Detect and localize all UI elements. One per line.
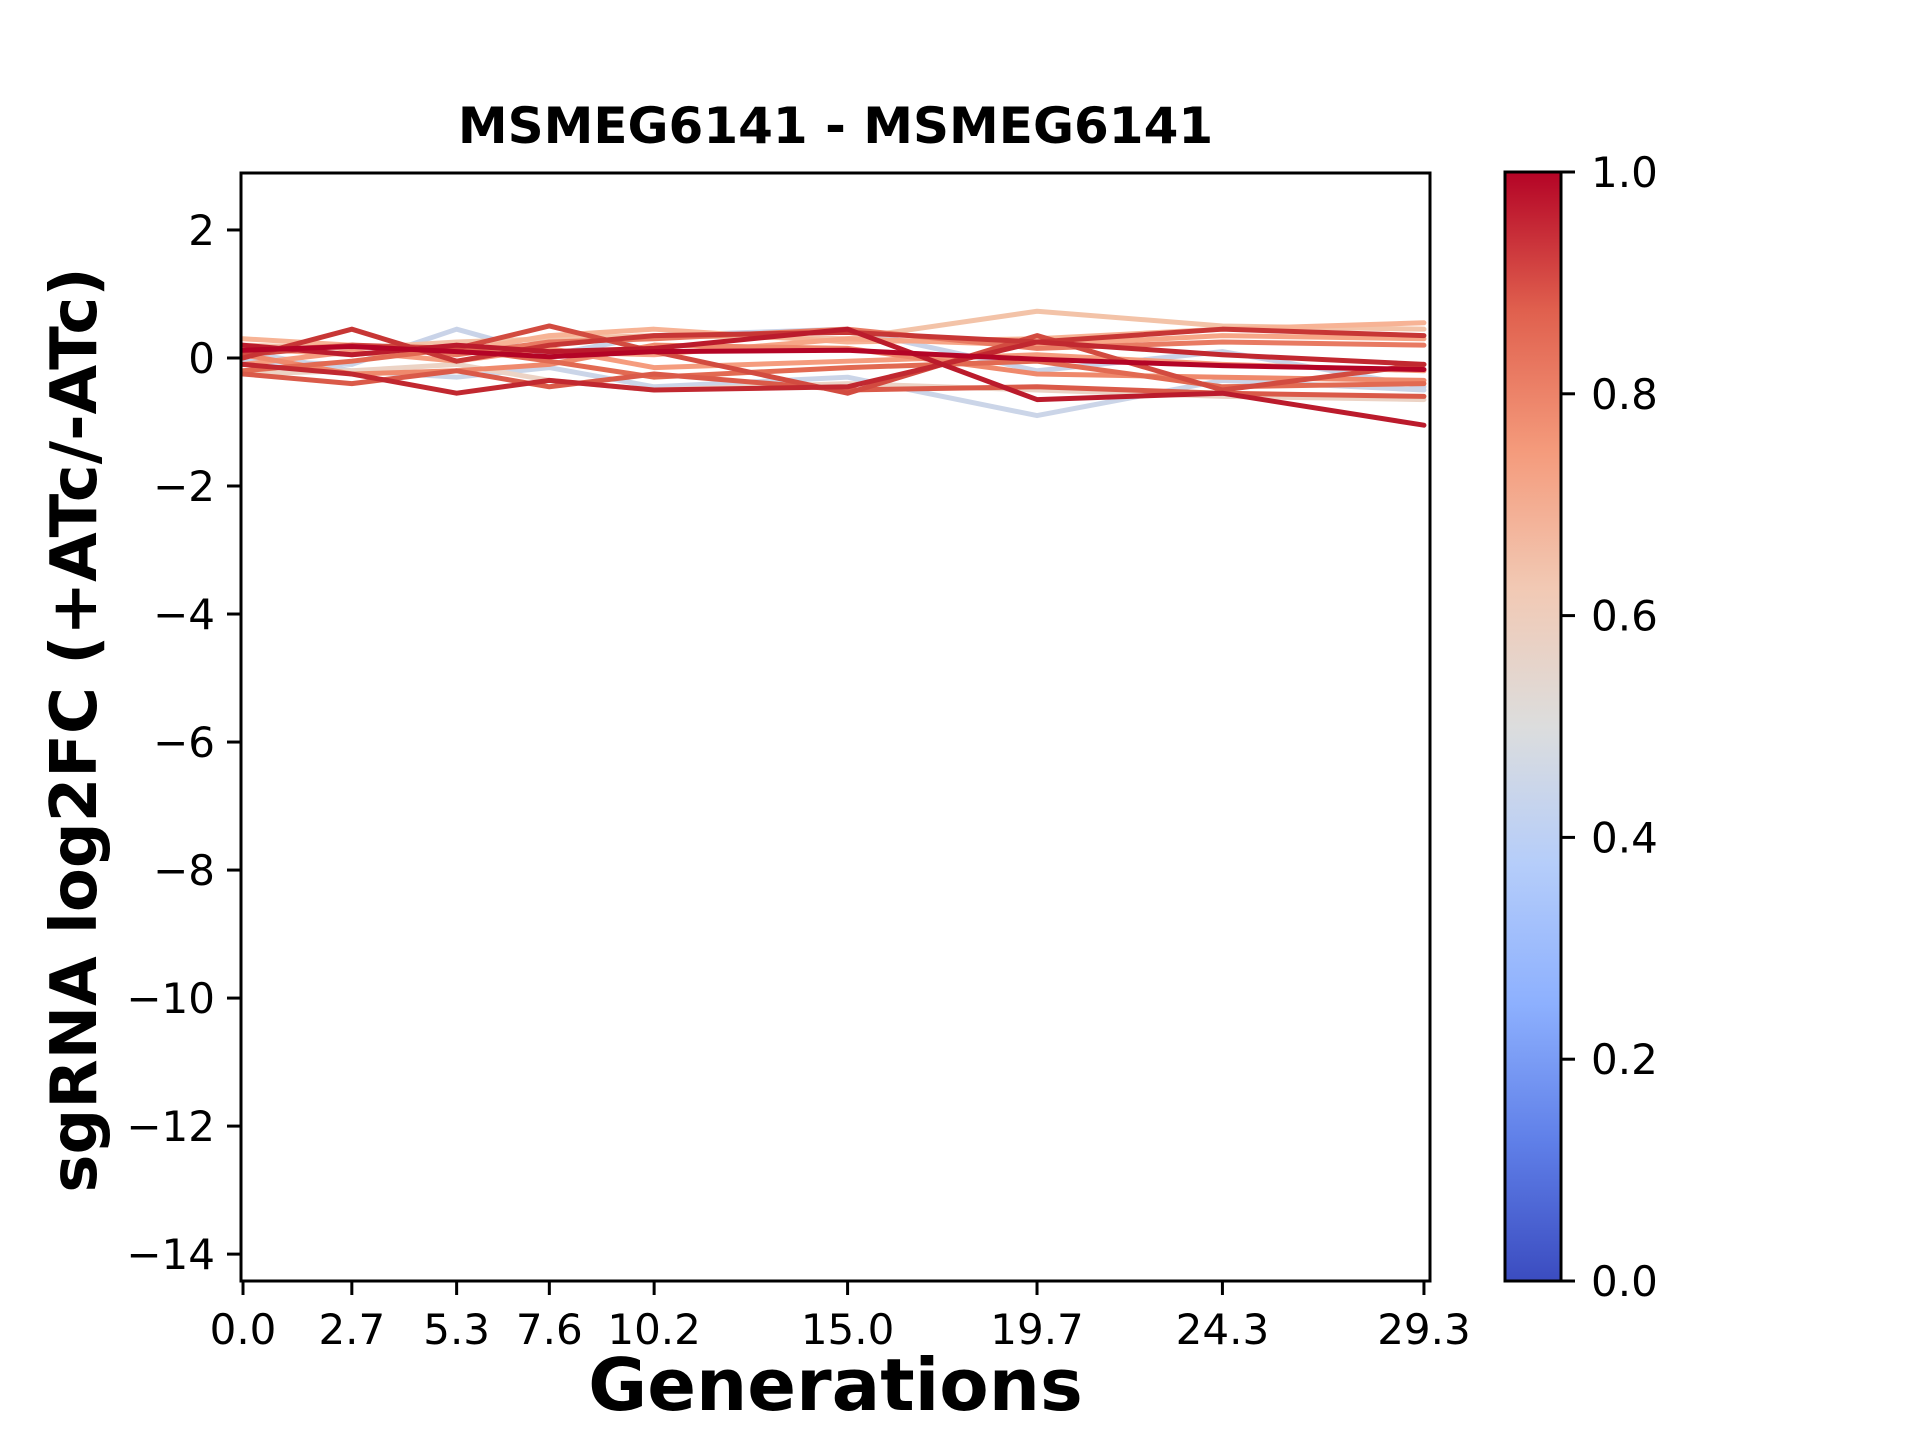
y-tick-label: −10 [126, 974, 215, 1023]
series-line-sgRNA-16 [241, 343, 1427, 373]
y-tick-label: −12 [126, 1102, 215, 1151]
axes-spines [239, 171, 1432, 1283]
x-tick-label: 10.2 [607, 1305, 701, 1354]
colorbar-tick-label: 0.4 [1591, 813, 1658, 862]
colorbar-gradient [1505, 172, 1561, 1281]
y-tick-label: −14 [126, 1230, 215, 1279]
colorbar-tick-label: 1.0 [1591, 148, 1658, 197]
chart-title: MSMEG6141 - MSMEG6141 [457, 97, 1214, 155]
x-tick-label: 7.6 [516, 1305, 583, 1354]
y-tick-label: −6 [153, 718, 215, 767]
y-tick-label: −8 [153, 846, 215, 895]
series-line-sgRNA-14 [241, 339, 1427, 396]
y-tick-label: −2 [153, 462, 215, 511]
y-tick-label: 2 [188, 206, 215, 255]
x-tick-label: 15.0 [801, 1305, 895, 1354]
series-group [241, 308, 1427, 428]
x-tick-label: 2.7 [318, 1305, 385, 1354]
x-tick-label: 24.3 [1176, 1305, 1270, 1354]
x-axis-label: Generations [588, 1343, 1083, 1427]
colorbar-tick-label: 0.2 [1591, 1035, 1658, 1084]
x-tick-label: 29.3 [1377, 1305, 1471, 1354]
colorbar-tick-label: 0.8 [1591, 370, 1658, 419]
series-line-sgRNA-15 [241, 326, 1427, 428]
series-line-sgRNA-10 [241, 345, 1427, 390]
colorbar-outline [1503, 170, 1563, 1283]
colorbar-tick-label: 0.0 [1591, 1257, 1658, 1306]
x-tick-label: 5.3 [423, 1305, 490, 1354]
x-tick-label: 0.0 [210, 1305, 277, 1354]
series-line-sgRNA-13 [241, 326, 1427, 364]
y-tick-label: 0 [188, 334, 215, 383]
colorbar-tick-label: 0.6 [1591, 592, 1658, 641]
y-tick-label: −4 [153, 590, 215, 639]
x-tick-label: 19.7 [990, 1305, 1084, 1354]
